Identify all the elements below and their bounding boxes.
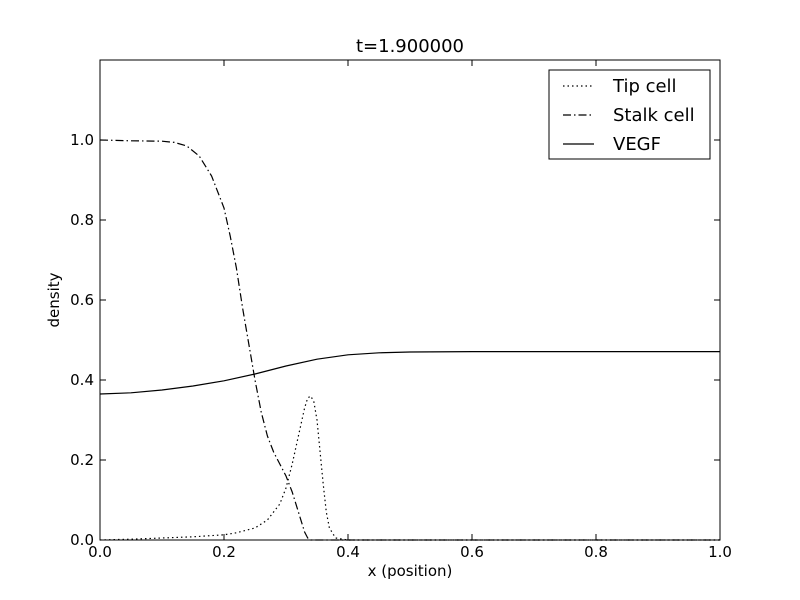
y-tick-label: 0.8 [70, 211, 94, 229]
y-tick-label: 0.6 [70, 291, 94, 309]
series-line-vegf [99, 351, 720, 395]
y-tick-label: 0.0 [70, 531, 94, 549]
legend: Tip cell Stalk cell VEGF [548, 69, 711, 160]
y-axis-label: density [45, 272, 63, 327]
x-axis-label: x (position) [368, 562, 453, 580]
legend-label: VEGF [613, 134, 661, 155]
x-tick-label: 0.4 [336, 543, 360, 561]
chart-title: t=1.900000 [356, 36, 464, 57]
x-tick-label: 0.0 [88, 543, 112, 561]
x-tick-label: 0.8 [584, 543, 608, 561]
legend-label: Tip cell [612, 76, 677, 97]
legend-label: Stalk cell [613, 105, 695, 126]
x-tick-label: 0.6 [460, 543, 484, 561]
y-tick-label: 0.4 [70, 371, 94, 389]
y-tick-label: 0.2 [70, 451, 94, 469]
x-tick-label: 0.2 [212, 543, 236, 561]
y-axis-ticks: 0.0 0.2 0.4 0.6 0.8 1.0 [70, 131, 720, 549]
x-axis-ticks: 0.0 0.2 0.4 0.6 0.8 1.0 [88, 60, 732, 561]
x-tick-label: 1.0 [708, 543, 732, 561]
y-tick-label: 1.0 [70, 131, 94, 149]
